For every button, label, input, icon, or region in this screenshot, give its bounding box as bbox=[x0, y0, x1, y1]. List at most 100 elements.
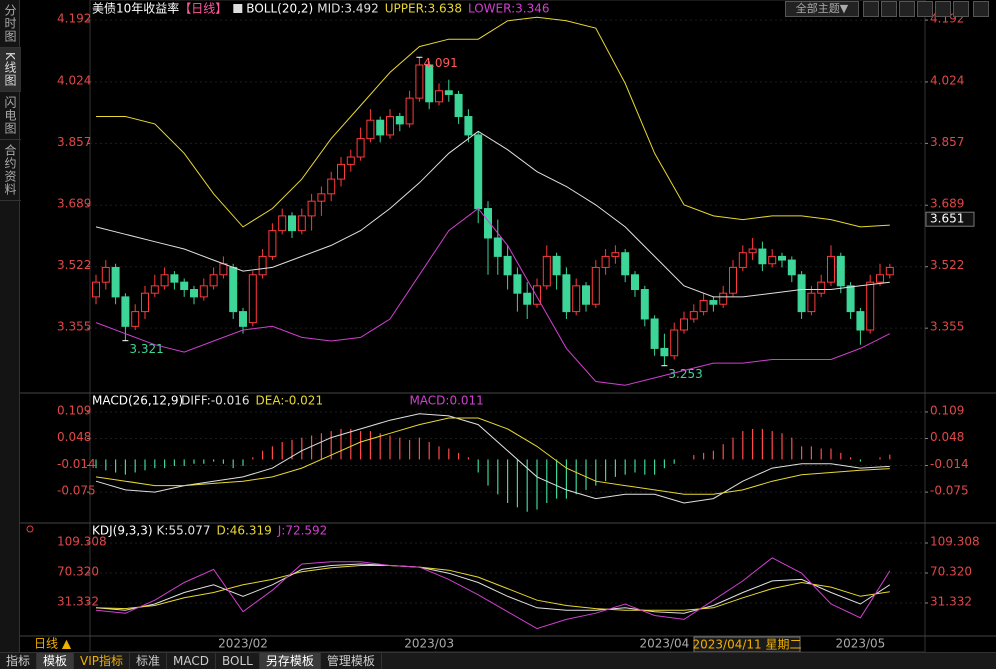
annotation: 3.321 bbox=[129, 342, 163, 356]
bottom-tab[interactable]: 指标 bbox=[0, 653, 38, 669]
bottom-tab[interactable]: 模板 bbox=[37, 653, 75, 669]
candle-body bbox=[366, 119, 375, 140]
candle-body bbox=[405, 97, 414, 125]
panel-icon bbox=[26, 525, 34, 533]
candle-body bbox=[748, 248, 757, 254]
candle-body bbox=[758, 248, 767, 265]
y-tick-label: 109.308 bbox=[57, 534, 107, 548]
period-label: 日线 ▲ bbox=[34, 637, 72, 651]
candle-body bbox=[121, 296, 130, 327]
bottom-tab[interactable]: BOLL bbox=[216, 653, 260, 669]
legend-item: UPPER:3.638 bbox=[385, 2, 462, 16]
candle-body bbox=[611, 252, 620, 257]
candle-body bbox=[327, 178, 336, 195]
candle-body bbox=[415, 64, 424, 99]
candle-body bbox=[150, 285, 159, 294]
bottom-tab[interactable]: VIP指标 bbox=[74, 653, 131, 669]
crosshair-value: 3.651 bbox=[930, 212, 964, 226]
tool-icon[interactable] bbox=[953, 1, 969, 17]
candle-body bbox=[562, 274, 571, 313]
candle-body bbox=[856, 311, 865, 331]
tool-icon[interactable] bbox=[973, 1, 989, 17]
candle-body bbox=[160, 274, 169, 287]
crosshair-date: 2023/04/11 星期二 bbox=[693, 638, 802, 652]
candle-body bbox=[670, 329, 679, 357]
tool-icon[interactable] bbox=[863, 1, 879, 17]
candle-body bbox=[631, 274, 639, 291]
y-tick-label: -0.075 bbox=[930, 484, 969, 498]
y-tick-label: 3.355 bbox=[930, 320, 964, 334]
candle-body bbox=[356, 138, 365, 158]
legend-item: 美债10年收益率 bbox=[92, 1, 179, 16]
crosshair-value-box bbox=[925, 211, 975, 227]
legend-item: MID:3.492 bbox=[317, 2, 379, 16]
sidebar-tab[interactable]: K线图 bbox=[0, 48, 21, 92]
candle-body bbox=[258, 255, 267, 276]
y-tick-label: 3.857 bbox=[930, 135, 964, 149]
sidebar-tab[interactable]: 合约资料 bbox=[0, 140, 21, 201]
x-tick-label: 2023/02 bbox=[218, 637, 268, 651]
plot-frame bbox=[89, 0, 926, 653]
sidebar-tab[interactable]: 分时图 bbox=[0, 0, 21, 48]
legend-item: 【日线】 bbox=[179, 2, 227, 16]
candle-body bbox=[689, 311, 698, 320]
y-tick-label: -0.075 bbox=[57, 484, 96, 498]
tool-icon[interactable] bbox=[881, 1, 897, 17]
candle-body bbox=[552, 255, 561, 276]
series-line bbox=[95, 413, 890, 504]
candle-body bbox=[836, 255, 845, 287]
candle-body bbox=[337, 163, 345, 180]
candle-body bbox=[866, 281, 875, 331]
legend-item: BOLL(20,2) bbox=[246, 2, 313, 16]
candle-body bbox=[317, 193, 326, 202]
y-tick-label: 0.048 bbox=[57, 430, 91, 444]
series-line bbox=[95, 417, 890, 495]
candle-body bbox=[141, 292, 149, 313]
candle-body bbox=[297, 215, 306, 232]
candle-body bbox=[395, 116, 404, 125]
candle-body bbox=[493, 237, 502, 257]
candle-body bbox=[268, 230, 277, 257]
sidebar-tab[interactable]: 闪电图 bbox=[0, 92, 21, 140]
candle-body bbox=[444, 90, 453, 95]
y-tick-label: 4.192 bbox=[57, 12, 91, 26]
bottom-tab[interactable]: 标准 bbox=[130, 653, 168, 669]
candle-body bbox=[513, 274, 522, 294]
y-tick-label: 0.109 bbox=[57, 403, 91, 417]
bottom-tab[interactable]: MACD bbox=[167, 653, 217, 669]
tool-icon[interactable] bbox=[899, 1, 915, 17]
x-tick-label: 2023/04 bbox=[639, 637, 689, 651]
bottom-tab[interactable]: 管理模板 bbox=[321, 653, 382, 669]
candle-body bbox=[738, 252, 747, 268]
annotation: 4.091 bbox=[423, 56, 457, 70]
candle-body bbox=[827, 255, 835, 283]
x-tick-label: 2023/05 bbox=[835, 637, 885, 651]
legend-item: MACD:0.011 bbox=[409, 394, 483, 408]
bottom-tab[interactable]: 另存模板 bbox=[259, 653, 321, 669]
y-tick-label: 0.109 bbox=[930, 403, 964, 417]
candle-body bbox=[621, 252, 630, 276]
theme-button[interactable]: 全部主题▼ bbox=[785, 1, 859, 17]
candle-body bbox=[454, 93, 463, 118]
candle-body bbox=[699, 300, 708, 313]
candle-body bbox=[572, 285, 581, 313]
candle-body bbox=[542, 255, 551, 287]
y-tick-label: 4.024 bbox=[57, 73, 91, 87]
candle-body bbox=[807, 292, 816, 313]
candle-body bbox=[307, 200, 316, 217]
y-tick-label: 3.689 bbox=[930, 197, 964, 211]
candle-body bbox=[190, 289, 198, 298]
series-line bbox=[95, 207, 891, 386]
tool-icon[interactable] bbox=[917, 1, 933, 17]
candle-body bbox=[729, 266, 737, 294]
series-line bbox=[95, 557, 891, 630]
tool-icon[interactable] bbox=[935, 1, 951, 17]
candle-body bbox=[503, 255, 512, 276]
y-tick-label: 3.355 bbox=[57, 320, 91, 334]
candle-body bbox=[278, 215, 287, 232]
candle-body bbox=[719, 292, 728, 305]
candle-body bbox=[386, 116, 394, 136]
y-tick-label: -0.014 bbox=[57, 457, 96, 471]
